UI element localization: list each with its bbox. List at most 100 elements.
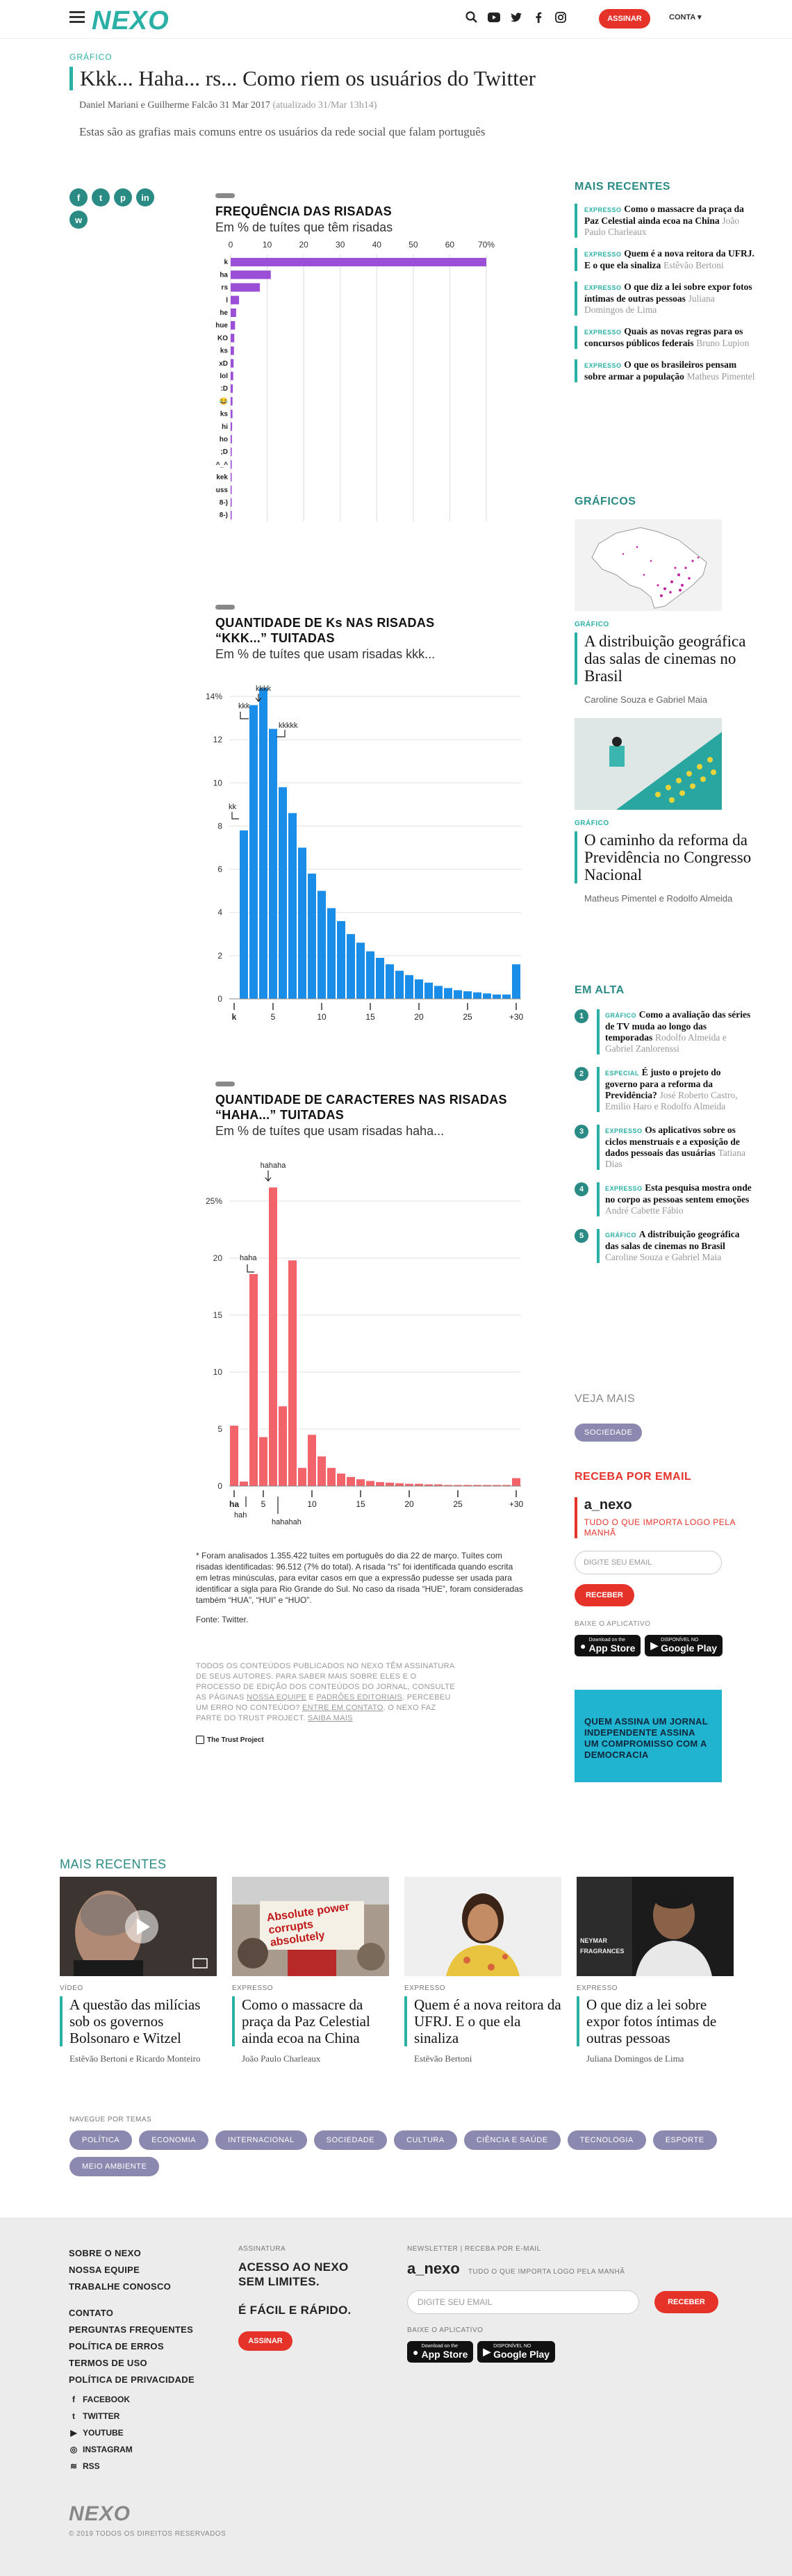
trending-item[interactable]: 2 ESPECIAL É justo o projeto do governo p… [575, 1067, 755, 1112]
share-facebook-icon[interactable]: f [69, 188, 88, 206]
topic-tag[interactable]: TECNOLOGIA [567, 2130, 646, 2150]
trust-project-badge[interactable]: The Trust Project [196, 1736, 264, 1744]
card-title[interactable]: O que diz a lei sobre expor fotos íntima… [577, 1996, 734, 2046]
recent-author: Bruno Lupion [696, 338, 750, 348]
recent-title[interactable]: Como o massacre da praça da Paz Celestia… [584, 204, 744, 226]
subscription-ad[interactable]: QUEM ASSINA UM JORNAL INDEPENDENTE ASSIN… [575, 1690, 722, 1782]
tag-sociedade[interactable]: SOCIEDADE [575, 1424, 643, 1442]
recent-title[interactable]: Quais as novas regras para os concursos … [584, 326, 743, 348]
topic-tag[interactable]: CULTURA [394, 2130, 457, 2150]
trending-title[interactable]: Os aplicativos sobre os ciclos menstruai… [605, 1125, 740, 1158]
app-store-button[interactable]: ● Download on the App Store [575, 1635, 641, 1656]
footer-receive-button[interactable]: RECEBER [654, 2291, 718, 2313]
googleplay-small: DISPONÍVEL NO [661, 1638, 699, 1642]
footer-logo[interactable]: NEXO [69, 2502, 131, 2525]
recent-item[interactable]: EXPRESSO Como o massacre da praça da Paz… [575, 204, 755, 238]
recent-card[interactable]: Absolute power corrupts absolutely EXPRE… [232, 1877, 389, 2064]
instagram-icon[interactable] [553, 10, 568, 25]
team-link[interactable]: NOSSA EQUIPE [247, 1693, 307, 1702]
facebook-icon[interactable] [531, 10, 546, 25]
topic-tag[interactable]: SOCIEDADE [313, 2130, 388, 2150]
trending-title[interactable]: Esta pesquisa mostra onde no corpo as pe… [605, 1182, 752, 1205]
card-title[interactable]: Como o massacre da praça da Paz Celestia… [232, 1996, 389, 2046]
recent-item[interactable]: EXPRESSO Quem é a nova reitora da UFRJ. … [575, 248, 755, 271]
recent-card[interactable]: NEYMAR FRAGRANCES EXPRESSO O que diz a le… [577, 1877, 734, 2064]
editorial-standards-link[interactable]: PADRÕES EDITORIAIS [316, 1693, 403, 1702]
byline: Daniel Mariani e Guilherme Falcão 31 Mar… [79, 100, 377, 111]
card-title[interactable]: A questão das milícias sob os governos B… [60, 1996, 217, 2046]
site-logo[interactable]: NEXO [92, 6, 170, 35]
subscribe-button[interactable]: ASSINAR [599, 9, 650, 28]
footer-subscribe-button[interactable]: ASSINAR [238, 2331, 292, 2351]
protest-thumbnail[interactable]: Absolute power corrupts absolutely [232, 1877, 389, 1976]
share-whatsapp-icon[interactable]: w [69, 211, 88, 229]
topic-tag[interactable]: MEIO AMBIENTE [69, 2157, 160, 2176]
menu-icon[interactable] [69, 11, 85, 24]
footer-google-play-button[interactable]: ▶ DISPONÍVEL NO Google Play [477, 2341, 556, 2363]
footer-link[interactable]: PERGUNTAS FREQUENTES [69, 2324, 194, 2335]
trending-title[interactable]: É justo o projeto do governo para a refo… [605, 1067, 721, 1100]
trending-item[interactable]: 3 EXPRESSO Os aplicativos sobre os ciclos… [575, 1125, 755, 1170]
card-title[interactable]: Quem é a nova reitora da UFRJ. E o que e… [404, 1996, 561, 2046]
topic-tag[interactable]: POLÍTICA [69, 2130, 133, 2150]
footer-email-input[interactable]: DIGITE SEU EMAIL [407, 2290, 639, 2314]
footer-link[interactable]: TERMOS DE USO [69, 2358, 147, 2368]
portrait-thumbnail[interactable] [404, 1877, 561, 1976]
bar [424, 1484, 433, 1486]
chart1-category-label: 8-) [220, 512, 228, 519]
trending-title[interactable]: Como a avaliação das séries de TV muda a… [605, 1009, 751, 1043]
twitter-icon[interactable] [509, 10, 524, 25]
recent-card[interactable]: EXPRESSO Quem é a nova reitora da UFRJ. … [404, 1877, 561, 2064]
trending-item[interactable]: 1 GRÁFICO Como a avaliação das séries de … [575, 1009, 755, 1054]
trending-item[interactable]: 4 EXPRESSO Esta pesquisa mostra onde no c… [575, 1182, 755, 1216]
topic-tag[interactable]: ECONOMIA [139, 2130, 209, 2150]
contact-link[interactable]: ENTRE EM CONTATO [302, 1704, 383, 1712]
footer-social-link[interactable]: t TWITTER [69, 2408, 133, 2424]
trending-type: ESPECIAL [605, 1070, 640, 1077]
footer-link[interactable]: POLÍTICA DE ERROS [69, 2341, 164, 2351]
recent-card[interactable]: VÍDEO A questão das milícias sob os gove… [60, 1877, 217, 2064]
footer-social-link[interactable]: ≋ RSS [69, 2458, 133, 2475]
footer-link[interactable]: NOSSA EQUIPE [69, 2265, 140, 2275]
recent-item[interactable]: EXPRESSO O que diz a lei sobre expor fot… [575, 282, 755, 316]
share-linkedin-icon[interactable]: in [136, 188, 154, 206]
youtube-icon[interactable] [486, 10, 502, 25]
footer-app-store-button[interactable]: ● Download on the App Store [407, 2341, 474, 2363]
footer-link[interactable]: TRABALHE CONOSCO [69, 2281, 172, 2292]
sidebar-email-input[interactable]: DIGITE SEU EMAIL [575, 1551, 722, 1574]
account-button[interactable]: CONTA ▾ [669, 13, 701, 22]
topic-tag[interactable]: INTERNACIONAL [215, 2130, 307, 2150]
athlete-thumbnail[interactable]: NEYMAR FRAGRANCES [577, 1877, 734, 1976]
recent-item[interactable]: EXPRESSO Quais as novas regras para os c… [575, 326, 755, 349]
footer-social-link[interactable]: ▶ YOUTUBE [69, 2424, 133, 2441]
recent-item[interactable]: EXPRESSO O que os brasileiros pensam sob… [575, 359, 755, 382]
trending-item[interactable]: 5 GRÁFICO A distribuição geográfica das s… [575, 1229, 755, 1263]
footer-social-link[interactable]: ◎ INSTAGRAM [69, 2441, 133, 2458]
recent-title[interactable]: O que os brasileiros pensam sobre armar … [584, 359, 737, 382]
share-twitter-icon[interactable]: t [92, 188, 110, 206]
chart1-bar [231, 270, 271, 279]
chart1-bar [231, 448, 232, 457]
footer-link[interactable]: POLÍTICA DE PRIVACIDADE [69, 2374, 195, 2385]
map-thumbnail[interactable] [575, 519, 722, 611]
footer-link[interactable]: CONTATO [69, 2308, 114, 2318]
publish-date: 31 Mar 2017 [220, 100, 270, 111]
sidebar-receive-button[interactable]: RECEBER [575, 1584, 634, 1606]
chart1-subtitle: Em % de tuítes que têm risadas [215, 220, 393, 234]
graphic-title[interactable]: A distribuição geográfica das salas de c… [575, 633, 755, 685]
trending-title[interactable]: A distribuição geográfica das salas de c… [605, 1229, 740, 1251]
recent-title[interactable]: Quem é a nova reitora da UFRJ. E o que e… [584, 248, 754, 270]
instagram-icon: ◎ [69, 2445, 78, 2454]
congress-thumbnail[interactable] [575, 718, 722, 810]
learn-more-link[interactable]: SAIBA MAIS [308, 1714, 353, 1722]
footer-link[interactable]: SOBRE O NEXO [69, 2248, 142, 2258]
footer-social-link[interactable]: f FACEBOOK [69, 2391, 133, 2408]
search-icon[interactable] [464, 10, 479, 25]
google-play-button[interactable]: ▶ DISPONÍVEL NO Google Play [645, 1635, 723, 1656]
recent-title[interactable]: O que diz a lei sobre expor fotos íntima… [584, 282, 752, 304]
graphic-title[interactable]: O caminho da reforma da Previdência no C… [575, 831, 755, 883]
topic-tag[interactable]: ESPORTE [652, 2130, 717, 2150]
share-pinterest-icon[interactable]: p [114, 188, 132, 206]
topic-tag[interactable]: CIÊNCIA E SAÚDE [463, 2130, 561, 2150]
video-thumbnail[interactable] [60, 1877, 217, 1976]
